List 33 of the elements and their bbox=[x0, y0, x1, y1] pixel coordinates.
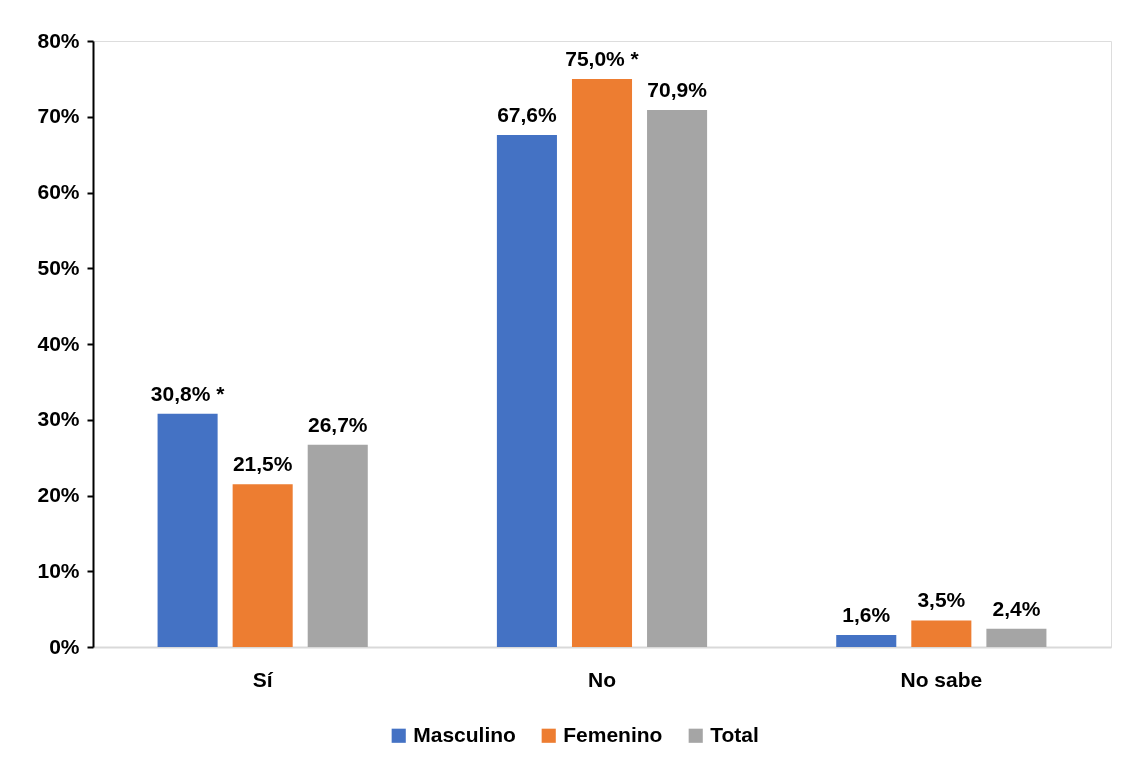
bar bbox=[157, 413, 218, 647]
data-label: 67,6% bbox=[497, 102, 558, 126]
bar bbox=[232, 484, 293, 647]
bar bbox=[571, 78, 633, 647]
bar bbox=[496, 134, 557, 647]
data-label: 1,6% bbox=[842, 602, 891, 626]
data-label: 70,9% bbox=[647, 77, 708, 101]
y-tick-label: 0% bbox=[49, 634, 80, 658]
x-tick-label: Sí bbox=[252, 667, 274, 691]
bar bbox=[836, 634, 897, 647]
y-tick-label: 50% bbox=[37, 255, 80, 279]
bar bbox=[911, 620, 972, 647]
y-tick-label: 10% bbox=[37, 558, 80, 582]
x-tick-label: No sabe bbox=[900, 667, 983, 691]
data-label: 75,0% * bbox=[565, 46, 640, 70]
y-tick-label: 40% bbox=[37, 331, 80, 355]
data-label: 30,8% * bbox=[150, 381, 226, 405]
bar bbox=[647, 109, 708, 647]
y-tick-label: 30% bbox=[37, 407, 80, 431]
data-label: 26,7% bbox=[307, 412, 368, 436]
data-label: 2,4% bbox=[992, 596, 1041, 620]
data-label: 3,5% bbox=[917, 588, 966, 612]
x-tick-label: No bbox=[588, 667, 616, 691]
legend-label: Femenino bbox=[563, 722, 663, 746]
y-tick-label: 20% bbox=[37, 483, 80, 506]
data-label: 21,5% bbox=[232, 452, 293, 476]
bar bbox=[307, 444, 368, 647]
y-tick-label: 80% bbox=[37, 28, 80, 52]
legend-label: Total bbox=[710, 722, 759, 746]
legend-label: Masculino bbox=[413, 722, 516, 746]
bar bbox=[986, 628, 1047, 647]
y-tick-label: 70% bbox=[37, 104, 80, 128]
y-tick-label: 60% bbox=[37, 180, 80, 203]
